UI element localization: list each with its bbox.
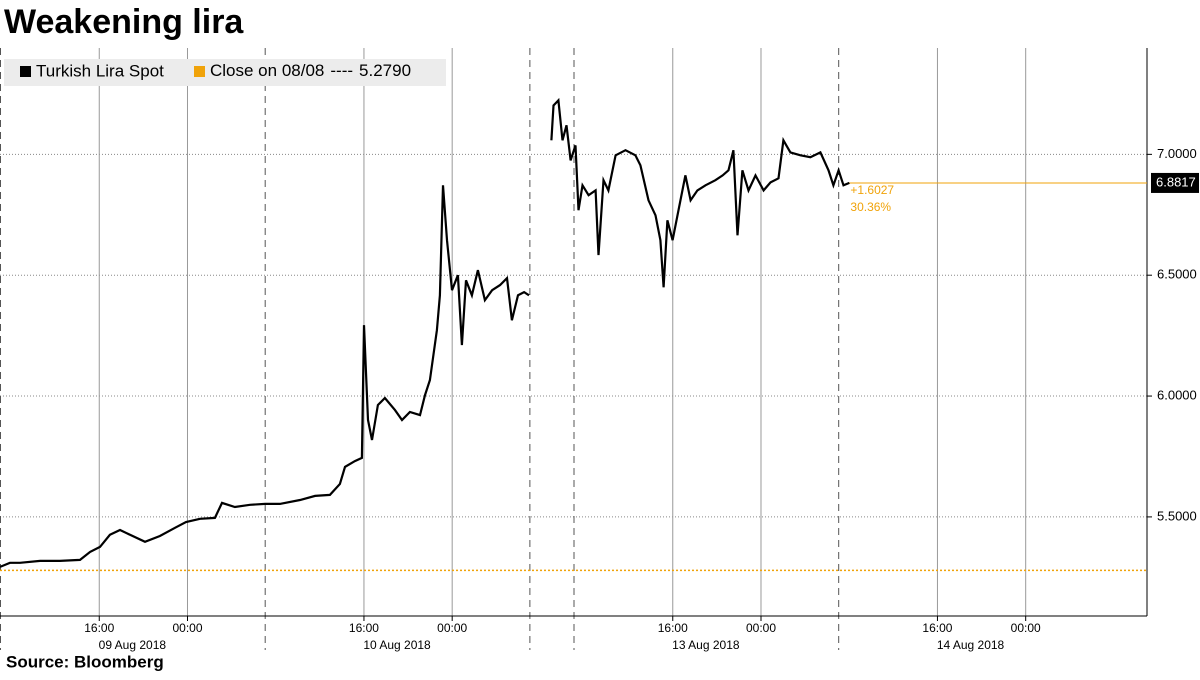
x-date-label: 09 Aug 2018	[99, 638, 167, 652]
legend-swatch	[20, 66, 31, 77]
legend-label: Turkish Lira Spot	[36, 61, 164, 80]
legend: Turkish Lira Spot Close on 08/08 ---- 5.279…	[4, 59, 446, 86]
y-tick-label: 7.0000	[1157, 146, 1197, 161]
legend-swatch	[194, 66, 205, 77]
last-value-box	[1151, 172, 1199, 193]
x-tick-label: 00:00	[172, 621, 202, 635]
legend-background	[4, 59, 446, 86]
price-line	[0, 97, 850, 568]
x-tick-label: 16:00	[84, 621, 114, 635]
source: Source: Bloomberg	[6, 652, 164, 671]
x-tick-label: 16:00	[658, 621, 688, 635]
x-date-label: 14 Aug 2018	[937, 638, 1005, 652]
x-tick-label: 00:00	[746, 621, 776, 635]
annotation: +1.6027	[850, 183, 894, 197]
last-value-label: 6.8817	[1156, 174, 1196, 189]
x-tick-label: 00:00	[1011, 621, 1041, 635]
y-tick-label: 6.5000	[1157, 267, 1197, 282]
legend-separator: ----	[330, 61, 353, 80]
y-tick-label: 6.0000	[1157, 387, 1197, 402]
legend-name: Close on 08/08	[210, 61, 324, 80]
legend-label: Close on 08/08 ---- 5.2790	[210, 61, 411, 80]
x-tick-label: 16:00	[349, 621, 379, 635]
legend-value: 5.2790	[359, 61, 411, 80]
x-tick-label: 00:00	[437, 621, 467, 635]
y-tick-label: 5.5000	[1157, 508, 1197, 523]
annotation: 30.36%	[850, 200, 891, 214]
x-tick-label: 16:00	[922, 621, 952, 635]
x-date-label: 10 Aug 2018	[363, 638, 431, 652]
chart-title: Weakening lira	[4, 3, 244, 41]
x-date-label: 13 Aug 2018	[672, 638, 740, 652]
